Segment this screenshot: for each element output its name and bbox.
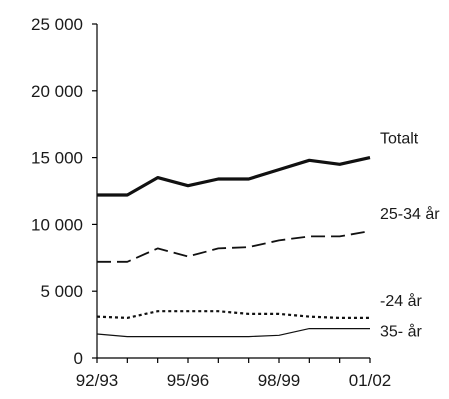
y-tick-label: 5 000 — [40, 282, 83, 301]
y-tick-label: 10 000 — [31, 215, 83, 234]
series-label-1: 25-34 år — [380, 205, 440, 223]
x-tick-label: 92/93 — [76, 371, 119, 390]
x-axis: 92/93 95/96 98/99 01/02 — [76, 357, 392, 390]
y-tick-label: 20 000 — [31, 82, 83, 101]
series-lines — [96, 156, 371, 338]
series-label-0: Totalt — [380, 131, 419, 148]
series-line-2 — [96, 310, 370, 319]
series-label-2: -24 år — [380, 292, 422, 310]
series-line-1 — [97, 230, 371, 263]
series-labels: Totalt 25-34 år -24 år 35- år — [380, 131, 440, 341]
x-tick-label: 98/99 — [258, 371, 301, 390]
x-tick-label: 95/96 — [167, 371, 210, 390]
y-tick-label: 0 — [74, 349, 83, 368]
series-label-3: 35- år — [380, 323, 422, 341]
y-tick-label: 25 000 — [31, 15, 83, 34]
series-line-3 — [96, 328, 370, 338]
x-tick-label: 01/02 — [349, 371, 392, 390]
y-tick-label: 15 000 — [31, 149, 83, 168]
y-axis: 0 5 000 10 000 15 000 20 000 25 000 — [31, 15, 98, 368]
series-line-0 — [97, 156, 371, 197]
